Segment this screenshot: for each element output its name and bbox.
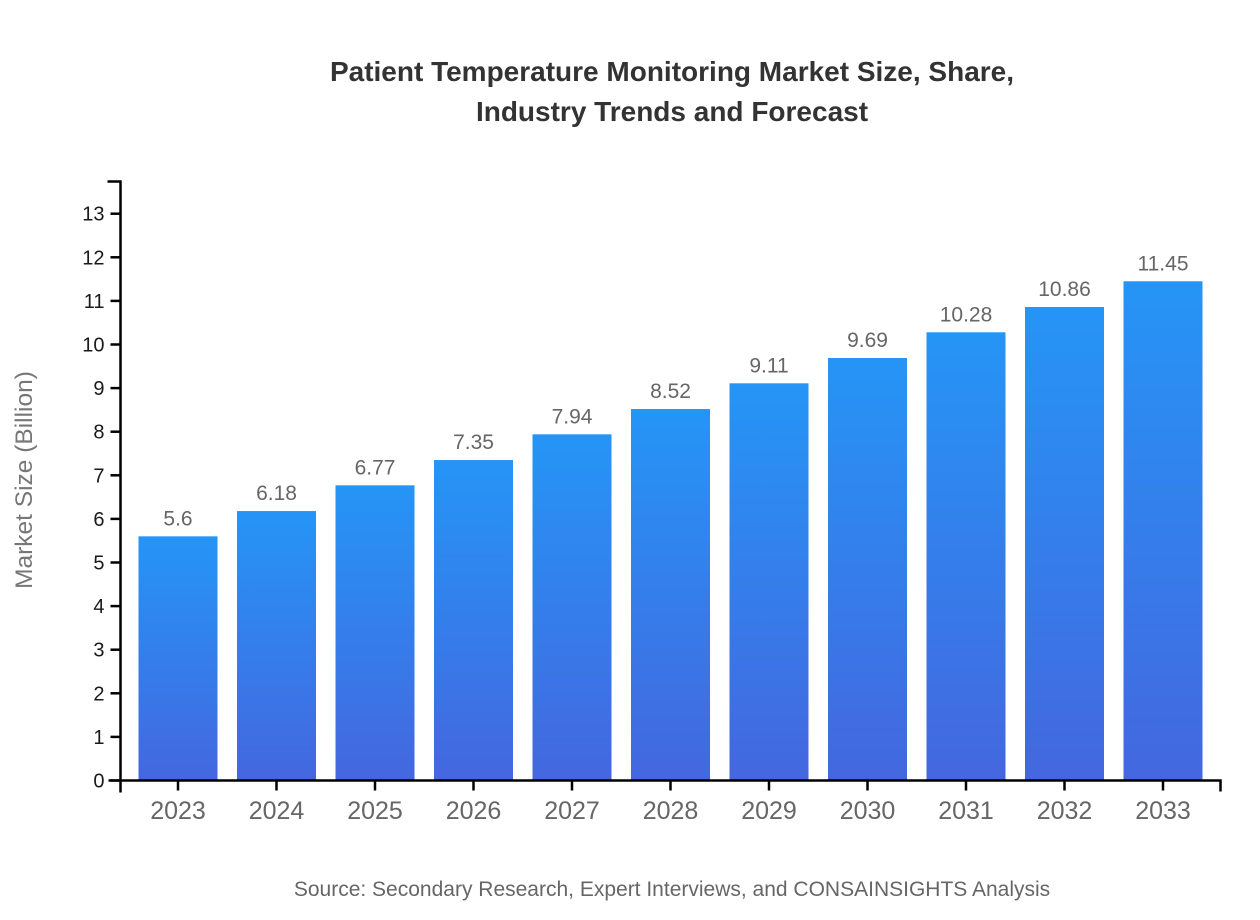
bar xyxy=(138,536,218,780)
bar xyxy=(631,409,710,780)
x-axis-tick-label: 2031 xyxy=(938,797,994,825)
bar-value-label: 8.52 xyxy=(650,380,691,403)
x-axis-tick-label: 2030 xyxy=(840,797,896,825)
bar xyxy=(828,358,907,780)
y-axis-tick-label: 3 xyxy=(93,640,104,662)
bar-value-label: 5.6 xyxy=(163,507,192,530)
x-axis-tick-label: 2029 xyxy=(741,797,797,825)
chart-title: Patient Temperature Monitoring Market Si… xyxy=(84,52,1260,132)
bar xyxy=(926,332,1006,780)
y-axis-tick-label: 0 xyxy=(93,771,104,793)
y-axis-tick-label: 2 xyxy=(93,683,104,705)
axis-labels-group: 01234567891011121320235.620246.1820256.7… xyxy=(82,204,1191,825)
bar-value-label: 9.69 xyxy=(847,329,888,352)
y-axis-tick-label: 10 xyxy=(82,335,104,357)
x-axis-tick-label: 2032 xyxy=(1037,797,1093,825)
bar-value-label: 7.35 xyxy=(453,431,494,454)
bar-value-label: 6.18 xyxy=(256,482,297,505)
y-axis-tick-label: 13 xyxy=(82,204,104,226)
y-axis-tick-label: 7 xyxy=(93,465,104,487)
x-axis-tick-label: 2023 xyxy=(150,797,206,825)
bar xyxy=(335,485,415,780)
x-axis-tick-label: 2028 xyxy=(643,797,699,825)
bars-group xyxy=(138,281,1203,780)
bar-value-label: 9.11 xyxy=(749,354,788,377)
y-axis-tick-label: 1 xyxy=(93,727,104,749)
bar-value-label: 10.28 xyxy=(940,303,993,326)
y-axis-line xyxy=(107,180,122,793)
y-axis-tick-label: 6 xyxy=(93,509,104,531)
y-axis-tick-label: 5 xyxy=(93,553,104,575)
bar xyxy=(1025,307,1104,780)
bar-value-label: 7.94 xyxy=(552,405,593,428)
y-axis-tick-label: 11 xyxy=(84,291,105,313)
x-axis-tick-label: 2033 xyxy=(1135,797,1191,825)
bar-value-label: 6.77 xyxy=(355,456,396,479)
bar-value-label: 10.86 xyxy=(1038,278,1091,301)
bar xyxy=(237,511,316,780)
y-axis-tick-label: 12 xyxy=(82,247,104,269)
chart-source-note: Source: Secondary Research, Expert Inter… xyxy=(293,878,1051,901)
x-axis-tick-label: 2024 xyxy=(249,797,305,825)
chart-title-line2: Industry Trends and Forecast xyxy=(475,96,869,127)
y-axis-tick-label: 8 xyxy=(93,422,104,444)
chart-title-line1: Patient Temperature Monitoring Market Si… xyxy=(329,56,1015,87)
bar xyxy=(729,383,809,780)
bar xyxy=(1123,281,1203,780)
y-axis-tick-label: 4 xyxy=(93,596,104,618)
bar xyxy=(532,434,612,780)
y-axis-tick-label: 9 xyxy=(93,378,104,400)
x-axis-line xyxy=(108,779,1222,792)
axes-group xyxy=(107,180,1222,793)
x-axis-tick-label: 2025 xyxy=(347,797,403,825)
bar-value-label: 11.45 xyxy=(1138,252,1189,275)
bar xyxy=(434,460,513,780)
y-axis-title: Market Size (Billion) xyxy=(11,371,38,589)
x-axis-tick-label: 2026 xyxy=(446,797,502,825)
x-axis-tick-label: 2027 xyxy=(544,797,600,825)
